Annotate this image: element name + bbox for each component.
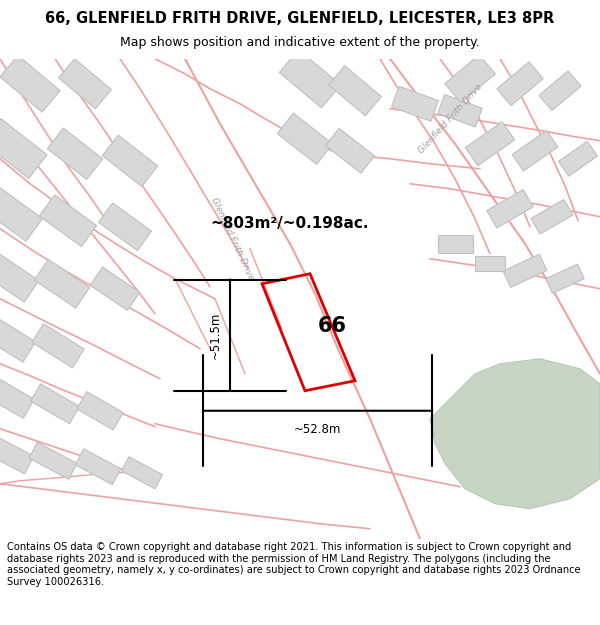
Text: Contains OS data © Crown copyright and database right 2021. This information is : Contains OS data © Crown copyright and d…: [7, 542, 581, 587]
Polygon shape: [31, 384, 79, 424]
Polygon shape: [0, 316, 35, 362]
Polygon shape: [559, 141, 598, 176]
Text: 66: 66: [318, 316, 347, 336]
Polygon shape: [0, 375, 34, 418]
Polygon shape: [75, 449, 121, 484]
Text: ~803m²/~0.198ac.: ~803m²/~0.198ac.: [211, 216, 369, 231]
Polygon shape: [475, 256, 505, 271]
Polygon shape: [512, 131, 558, 171]
Polygon shape: [503, 254, 547, 288]
Polygon shape: [0, 119, 47, 178]
Polygon shape: [531, 199, 573, 234]
Polygon shape: [539, 71, 581, 111]
Polygon shape: [98, 203, 151, 251]
Polygon shape: [0, 186, 43, 241]
Text: Glenfield Frith Drive: Glenfield Frith Drive: [209, 196, 255, 282]
Polygon shape: [437, 235, 473, 252]
Polygon shape: [59, 59, 112, 109]
Text: ~52.8m: ~52.8m: [294, 422, 341, 436]
Polygon shape: [29, 442, 77, 479]
Polygon shape: [90, 267, 140, 311]
Polygon shape: [329, 66, 382, 116]
Text: 66, GLENFIELD FRITH DRIVE, GLENFIELD, LEICESTER, LE3 8PR: 66, GLENFIELD FRITH DRIVE, GLENFIELD, LE…: [46, 11, 554, 26]
Polygon shape: [546, 264, 584, 293]
Polygon shape: [279, 49, 341, 108]
Polygon shape: [0, 251, 39, 302]
Polygon shape: [392, 86, 439, 121]
Polygon shape: [40, 195, 97, 246]
Polygon shape: [277, 113, 333, 164]
Polygon shape: [438, 94, 482, 127]
Text: Glenfield Frith Drive: Glenfield Frith Drive: [416, 82, 484, 156]
Polygon shape: [34, 259, 90, 308]
Polygon shape: [102, 135, 158, 186]
Polygon shape: [487, 189, 533, 228]
Polygon shape: [77, 392, 123, 430]
Polygon shape: [430, 359, 600, 509]
Polygon shape: [465, 122, 515, 166]
Polygon shape: [445, 55, 495, 102]
Polygon shape: [0, 56, 60, 112]
Polygon shape: [497, 62, 543, 106]
Polygon shape: [0, 434, 34, 474]
Polygon shape: [325, 128, 374, 173]
Polygon shape: [32, 324, 84, 368]
Polygon shape: [121, 457, 163, 489]
Text: ~51.5m: ~51.5m: [209, 311, 222, 359]
Text: Map shows position and indicative extent of the property.: Map shows position and indicative extent…: [120, 36, 480, 49]
Polygon shape: [47, 128, 103, 179]
